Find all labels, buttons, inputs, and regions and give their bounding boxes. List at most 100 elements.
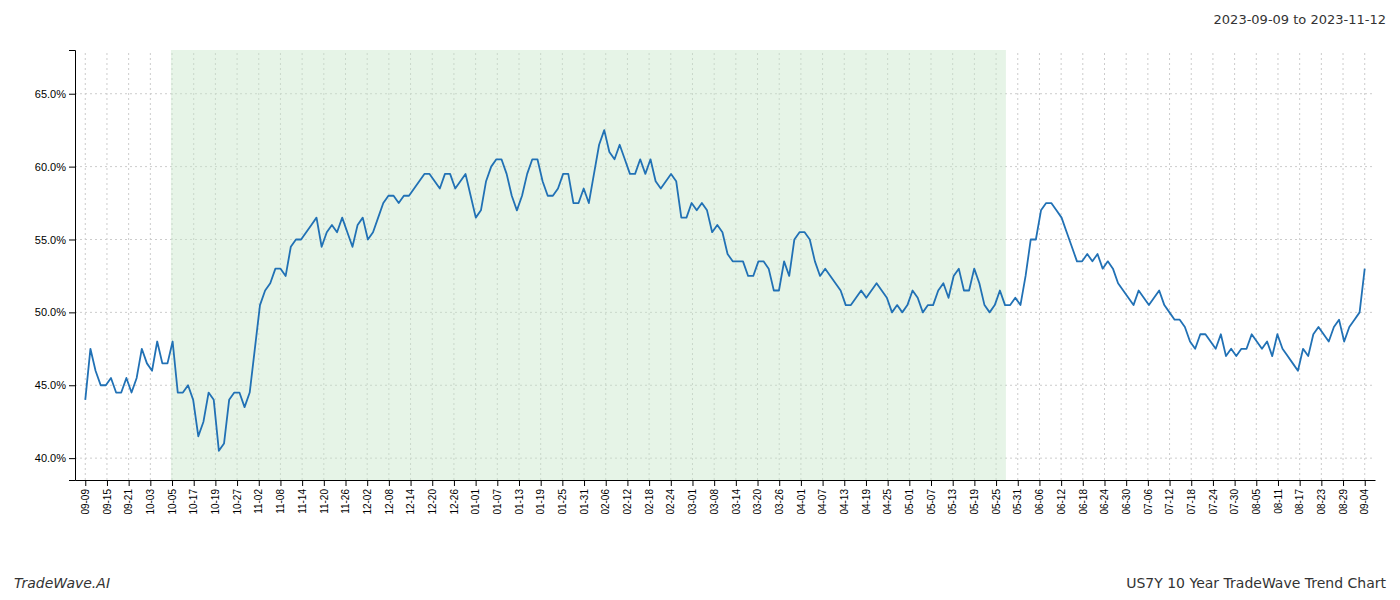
- x-tick: 10-27: [232, 480, 243, 515]
- x-tick: 04-25: [882, 480, 893, 515]
- x-tick-mark: [1191, 480, 1192, 486]
- x-tick-label: 07-18: [1186, 489, 1197, 515]
- x-tick: 02-18: [644, 480, 655, 515]
- x-tick-mark: [996, 480, 997, 486]
- x-tick-label: 08-11: [1273, 489, 1284, 514]
- x-tick-mark: [844, 480, 845, 486]
- x-tick: 06-30: [1121, 480, 1132, 515]
- x-grid-line: [1017, 50, 1018, 480]
- x-tick-label: 06-06: [1034, 489, 1045, 515]
- shaded-region: [171, 50, 1006, 480]
- x-axis-line: [76, 480, 1376, 481]
- x-tick: 09-15: [102, 480, 113, 515]
- x-tick: 08-29: [1338, 480, 1349, 515]
- x-tick-mark: [411, 480, 412, 486]
- x-tick-mark: [779, 480, 780, 486]
- x-tick-label: 09-15: [102, 489, 113, 515]
- x-tick-label: 11-20: [319, 489, 330, 514]
- x-tick-label: 12-26: [449, 489, 460, 515]
- x-grid-line: [1039, 50, 1040, 480]
- x-tick: 04-01: [796, 480, 807, 515]
- x-tick-mark: [367, 480, 368, 486]
- x-grid-line: [1277, 50, 1278, 480]
- x-tick: 08-05: [1251, 480, 1262, 515]
- x-tick: 06-12: [1056, 480, 1067, 515]
- chart: 40.0%45.0%50.0%55.0%60.0%65.0%09-0909-15…: [0, 0, 1400, 600]
- x-tick: 06-06: [1034, 480, 1045, 515]
- x-tick-label: 06-24: [1099, 489, 1110, 515]
- x-tick: 01-07: [492, 480, 503, 515]
- x-tick-mark: [584, 480, 585, 486]
- x-tick: 01-19: [535, 480, 546, 515]
- x-tick-mark: [931, 480, 932, 486]
- x-grid-line: [1256, 50, 1257, 480]
- x-tick-mark: [519, 480, 520, 486]
- x-tick-label: 02-24: [665, 489, 676, 515]
- x-tick: 03-14: [731, 480, 742, 515]
- x-grid-line: [150, 50, 151, 480]
- x-tick-mark: [1300, 480, 1301, 486]
- x-tick-label: 04-25: [882, 489, 893, 515]
- x-tick: 03-26: [774, 480, 785, 515]
- x-tick-mark: [280, 480, 281, 486]
- x-tick-mark: [215, 480, 216, 486]
- x-tick-label: 04-07: [817, 489, 828, 515]
- x-tick: 06-24: [1099, 480, 1110, 515]
- x-tick-mark: [1126, 480, 1127, 486]
- x-tick: 12-14: [405, 480, 416, 515]
- x-tick-label: 03-20: [752, 489, 763, 515]
- x-tick: 08-23: [1316, 480, 1327, 515]
- x-tick-mark: [649, 480, 650, 486]
- x-tick-label: 09-09: [80, 489, 91, 515]
- x-tick: 10-03: [145, 480, 156, 515]
- grid: [75, 50, 1375, 480]
- x-tick: 12-26: [449, 480, 460, 515]
- x-tick-label: 01-25: [557, 489, 568, 515]
- x-tick-mark: [953, 480, 954, 486]
- x-tick-mark: [1278, 480, 1279, 486]
- y-tick-label: 60.0%: [35, 161, 66, 173]
- x-tick-label: 05-01: [904, 489, 915, 515]
- x-tick: 02-12: [622, 480, 633, 515]
- x-grid-line: [1126, 50, 1127, 480]
- x-tick-label: 08-29: [1338, 489, 1349, 515]
- x-tick-mark: [692, 480, 693, 486]
- x-tick: 07-30: [1229, 480, 1240, 515]
- x-tick: 11-02: [253, 480, 264, 514]
- y-tick: 45.0%: [35, 379, 75, 391]
- x-tick: 02-06: [600, 480, 611, 515]
- x-tick-label: 02-18: [644, 489, 655, 515]
- x-tick-label: 12-08: [384, 489, 395, 515]
- x-tick: 06-18: [1078, 480, 1089, 515]
- y-tick-label: 55.0%: [35, 234, 66, 246]
- x-tick-label: 07-12: [1164, 489, 1175, 515]
- y-tick-mark: [69, 239, 75, 240]
- x-tick-label: 01-07: [492, 489, 503, 515]
- x-grid-line: [1212, 50, 1213, 480]
- x-tick-mark: [888, 480, 889, 486]
- x-tick: 01-01: [470, 480, 481, 515]
- x-tick: 05-07: [926, 480, 937, 515]
- x-grid-line: [106, 50, 107, 480]
- x-tick-label: 09-04: [1359, 489, 1370, 515]
- x-tick: 03-01: [687, 480, 698, 515]
- x-tick-mark: [823, 480, 824, 486]
- x-tick-mark: [324, 480, 325, 486]
- x-tick-label: 01-13: [514, 489, 525, 515]
- x-tick-label: 06-30: [1121, 489, 1132, 515]
- x-tick: 05-19: [969, 480, 980, 515]
- x-grid-line: [1234, 50, 1235, 480]
- x-tick-label: 10-03: [145, 489, 156, 515]
- x-tick: 08-17: [1294, 480, 1305, 515]
- x-tick-mark: [1213, 480, 1214, 486]
- x-tick-mark: [129, 480, 130, 486]
- x-tick-label: 05-25: [991, 489, 1002, 515]
- x-tick-label: 10-27: [232, 489, 243, 515]
- y-axis-line: [69, 51, 76, 481]
- x-tick: 01-13: [514, 480, 525, 515]
- x-tick: 07-12: [1164, 480, 1175, 515]
- x-tick-mark: [1256, 480, 1257, 486]
- x-tick: 07-18: [1186, 480, 1197, 515]
- x-tick-mark: [389, 480, 390, 486]
- x-tick-mark: [1039, 480, 1040, 486]
